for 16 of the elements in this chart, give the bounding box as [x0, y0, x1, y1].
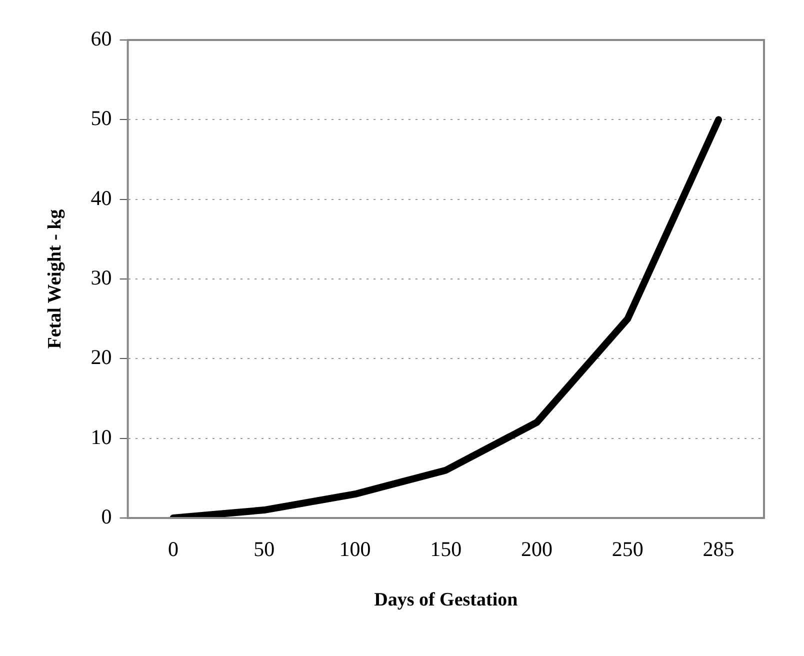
y-tick-label: 0 — [101, 504, 112, 529]
x-tick-label: 50 — [254, 537, 275, 562]
y-tick-label: 60 — [90, 26, 112, 51]
y-tick-label: 10 — [90, 424, 112, 449]
x-tick-label: 200 — [521, 537, 553, 562]
x-tick-label: 0 — [168, 537, 178, 562]
x-tick-label: 250 — [612, 537, 644, 562]
x-tick-label: 100 — [339, 537, 371, 562]
x-axis-title: Days of Gestation — [374, 590, 518, 611]
y-tick-label: 30 — [90, 266, 112, 290]
x-tick-label: 150 — [430, 537, 462, 562]
x-tick-label: 285 — [702, 537, 734, 562]
y-tick-label: 50 — [90, 106, 112, 130]
y-tick-label: 20 — [90, 345, 112, 370]
y-tick-label: 40 — [90, 186, 112, 210]
y-axis-title: Fetal Weight - kg — [44, 208, 66, 349]
